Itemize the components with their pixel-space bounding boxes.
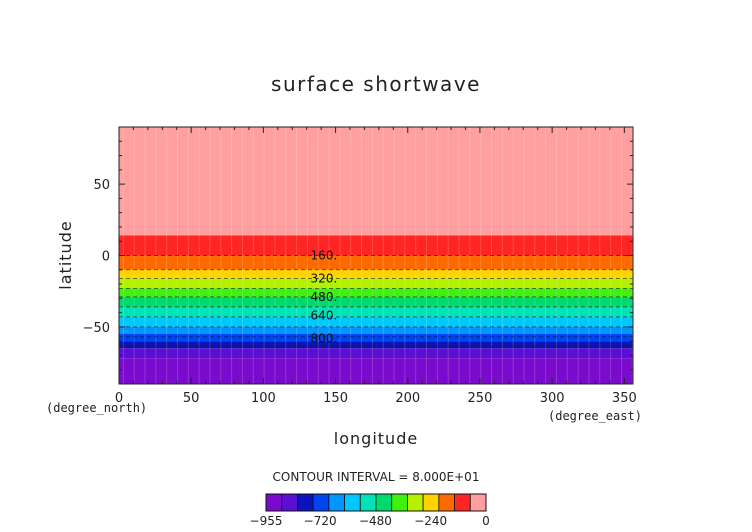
y-units-label: (degree_north) xyxy=(46,401,147,415)
axes: 0 50 100 150 200 250 300 350 −50 0 50 xyxy=(83,126,637,406)
contour-band xyxy=(119,341,633,349)
colorbar-swatch xyxy=(281,493,298,512)
y-tick-label: 0 xyxy=(102,250,110,265)
contour-band xyxy=(119,255,633,270)
contour-label: 320. xyxy=(311,271,338,285)
colorbar-swatch xyxy=(469,493,487,512)
colorbar-swatch xyxy=(297,493,314,512)
contour-band xyxy=(119,348,633,359)
x-tick-label: 250 xyxy=(468,391,493,406)
contour-band xyxy=(119,316,633,327)
colorbar-frame xyxy=(265,493,487,512)
y-axis-label: latitude xyxy=(56,220,75,289)
contour-label: 480. xyxy=(311,290,338,304)
colorbar-label: 0 xyxy=(482,514,490,528)
chart-title: surface shortwave xyxy=(271,72,481,96)
colorbar-swatch xyxy=(391,493,408,512)
colorbar-swatch xyxy=(407,493,424,512)
x-tick-label: 350 xyxy=(612,391,637,406)
colorbar-label: −240 xyxy=(414,514,447,528)
colorbar-swatch xyxy=(312,493,330,512)
contour-label: 800. xyxy=(311,331,338,345)
contour-band xyxy=(119,269,633,279)
y-tick-label: 50 xyxy=(93,178,110,193)
colorbar-label: −480 xyxy=(359,514,392,528)
x-axis-label: longitude xyxy=(334,429,418,448)
x-tick-label: 300 xyxy=(540,391,565,406)
colorbar-label: −720 xyxy=(304,514,337,528)
contour-band xyxy=(119,358,633,384)
contour-band xyxy=(119,235,633,256)
colorbar-swatch xyxy=(344,493,361,512)
plot-area: 160. 320. 480. 640. 800. xyxy=(119,127,633,384)
colorbar-label: −955 xyxy=(250,514,283,528)
x-tick-label: 50 xyxy=(183,391,200,406)
contour-label: 160. xyxy=(311,249,338,263)
colorbar-swatch xyxy=(359,493,377,512)
contour-band xyxy=(119,127,633,236)
colorbar: −955 −720 −480 −240 0 xyxy=(250,493,490,528)
colorbar-swatch xyxy=(438,493,455,512)
contour-interval-label: CONTOUR INTERVAL = 8.000E+01 xyxy=(273,470,480,484)
x-tick-label: 100 xyxy=(251,391,276,406)
colorbar-swatch xyxy=(422,493,440,512)
contour-band xyxy=(119,278,633,289)
x-tick-label: 150 xyxy=(323,391,348,406)
contour-label: 640. xyxy=(311,308,338,322)
x-units-label: (degree_east) xyxy=(548,409,642,423)
colorbar-swatch xyxy=(375,493,393,512)
contour-band xyxy=(119,326,633,335)
colorbar-swatch xyxy=(454,493,471,512)
contour-band xyxy=(119,296,633,307)
colorbar-swatch xyxy=(328,493,345,512)
colorbar-swatch xyxy=(265,493,283,512)
contour-band xyxy=(119,334,633,342)
contour-band xyxy=(119,306,633,317)
y-tick-label: −50 xyxy=(83,321,110,336)
x-tick-label: 200 xyxy=(395,391,420,406)
contour-band xyxy=(119,288,633,297)
x-tick-label: 0 xyxy=(115,391,123,406)
